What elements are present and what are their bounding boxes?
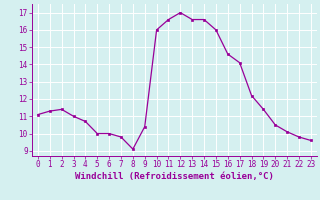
X-axis label: Windchill (Refroidissement éolien,°C): Windchill (Refroidissement éolien,°C) xyxy=(75,172,274,181)
